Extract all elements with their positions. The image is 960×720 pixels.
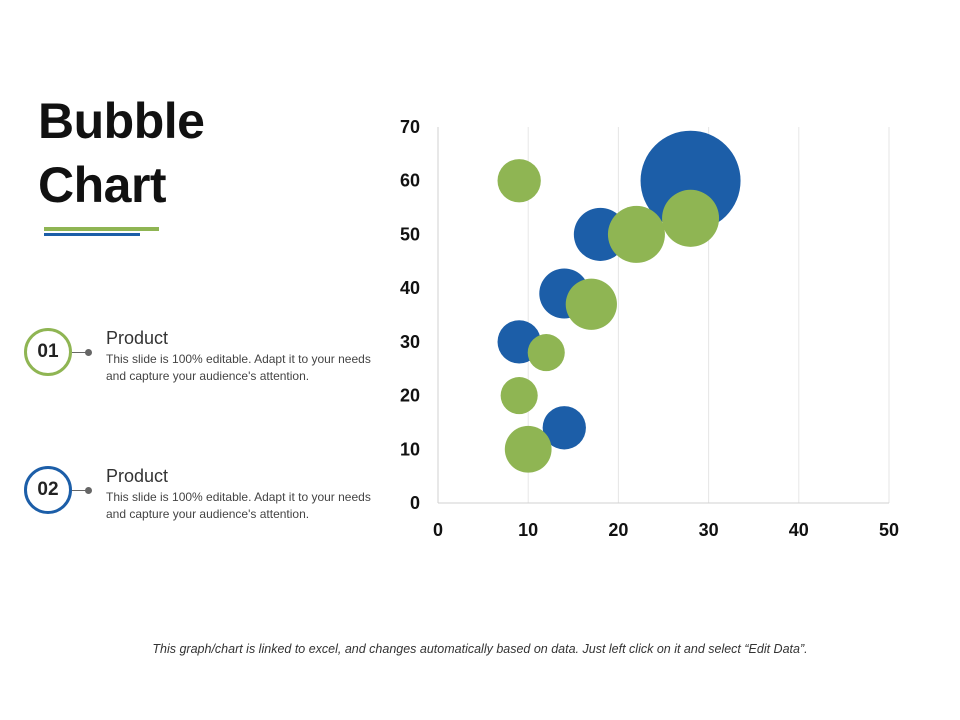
bubble-series2-point3 bbox=[504, 425, 552, 473]
x-tick-label-10: 10 bbox=[518, 520, 538, 540]
x-tick-label-20: 20 bbox=[608, 520, 628, 540]
y-tick-label-60: 60 bbox=[400, 171, 420, 191]
item-connector-02 bbox=[72, 490, 88, 491]
item-badge-01: 01 bbox=[24, 328, 72, 376]
bubble-series2-point1 bbox=[497, 159, 541, 203]
item-title-01: Product bbox=[106, 328, 169, 348]
item-connector-dot-01 bbox=[85, 349, 92, 356]
y-tick-label-20: 20 bbox=[400, 386, 420, 406]
bubble-series2-point2 bbox=[500, 377, 538, 415]
y-tick-label-30: 30 bbox=[400, 332, 420, 352]
y-tick-label-50: 50 bbox=[400, 224, 420, 244]
x-tick-label-30: 30 bbox=[699, 520, 719, 540]
x-tick-label-40: 40 bbox=[789, 520, 809, 540]
slide-title-line2: Chart bbox=[38, 157, 167, 213]
bubble-series1-point3 bbox=[542, 406, 586, 450]
y-tick-label-70: 70 bbox=[400, 117, 420, 137]
bubble-series2-point5 bbox=[565, 278, 617, 330]
title-underline-blue bbox=[44, 233, 140, 236]
item-badge-02: 02 bbox=[24, 466, 72, 514]
bubble-series2-point7 bbox=[662, 189, 720, 247]
y-tick-label-0: 0 bbox=[410, 493, 420, 513]
item-connector-01 bbox=[72, 352, 88, 353]
item-connector-dot-02 bbox=[85, 487, 92, 494]
slide-title-line1: Bubble bbox=[38, 93, 205, 149]
item-description-01: This slide is 100% editable. Adapt it to… bbox=[106, 352, 371, 383]
bubble-series2-point4 bbox=[527, 334, 565, 372]
chart-axes bbox=[437, 127, 889, 504]
item-title-02: Product bbox=[106, 466, 169, 486]
item-description-02: This slide is 100% editable. Adapt it to… bbox=[106, 490, 371, 521]
chart-tick-labels: 0 10 20 30 40 50 60 70 0 10 20 30 40 50 bbox=[400, 117, 899, 540]
y-tick-label-40: 40 bbox=[400, 278, 420, 298]
bubble-series2-point6 bbox=[607, 205, 665, 263]
y-tick-label-10: 10 bbox=[400, 439, 420, 459]
x-tick-label-50: 50 bbox=[879, 520, 899, 540]
title-underline-green bbox=[44, 227, 159, 231]
footnote: This graph/chart is linked to excel, and… bbox=[152, 642, 808, 656]
x-tick-label-0: 0 bbox=[433, 520, 443, 540]
chart-bubbles bbox=[497, 130, 741, 473]
